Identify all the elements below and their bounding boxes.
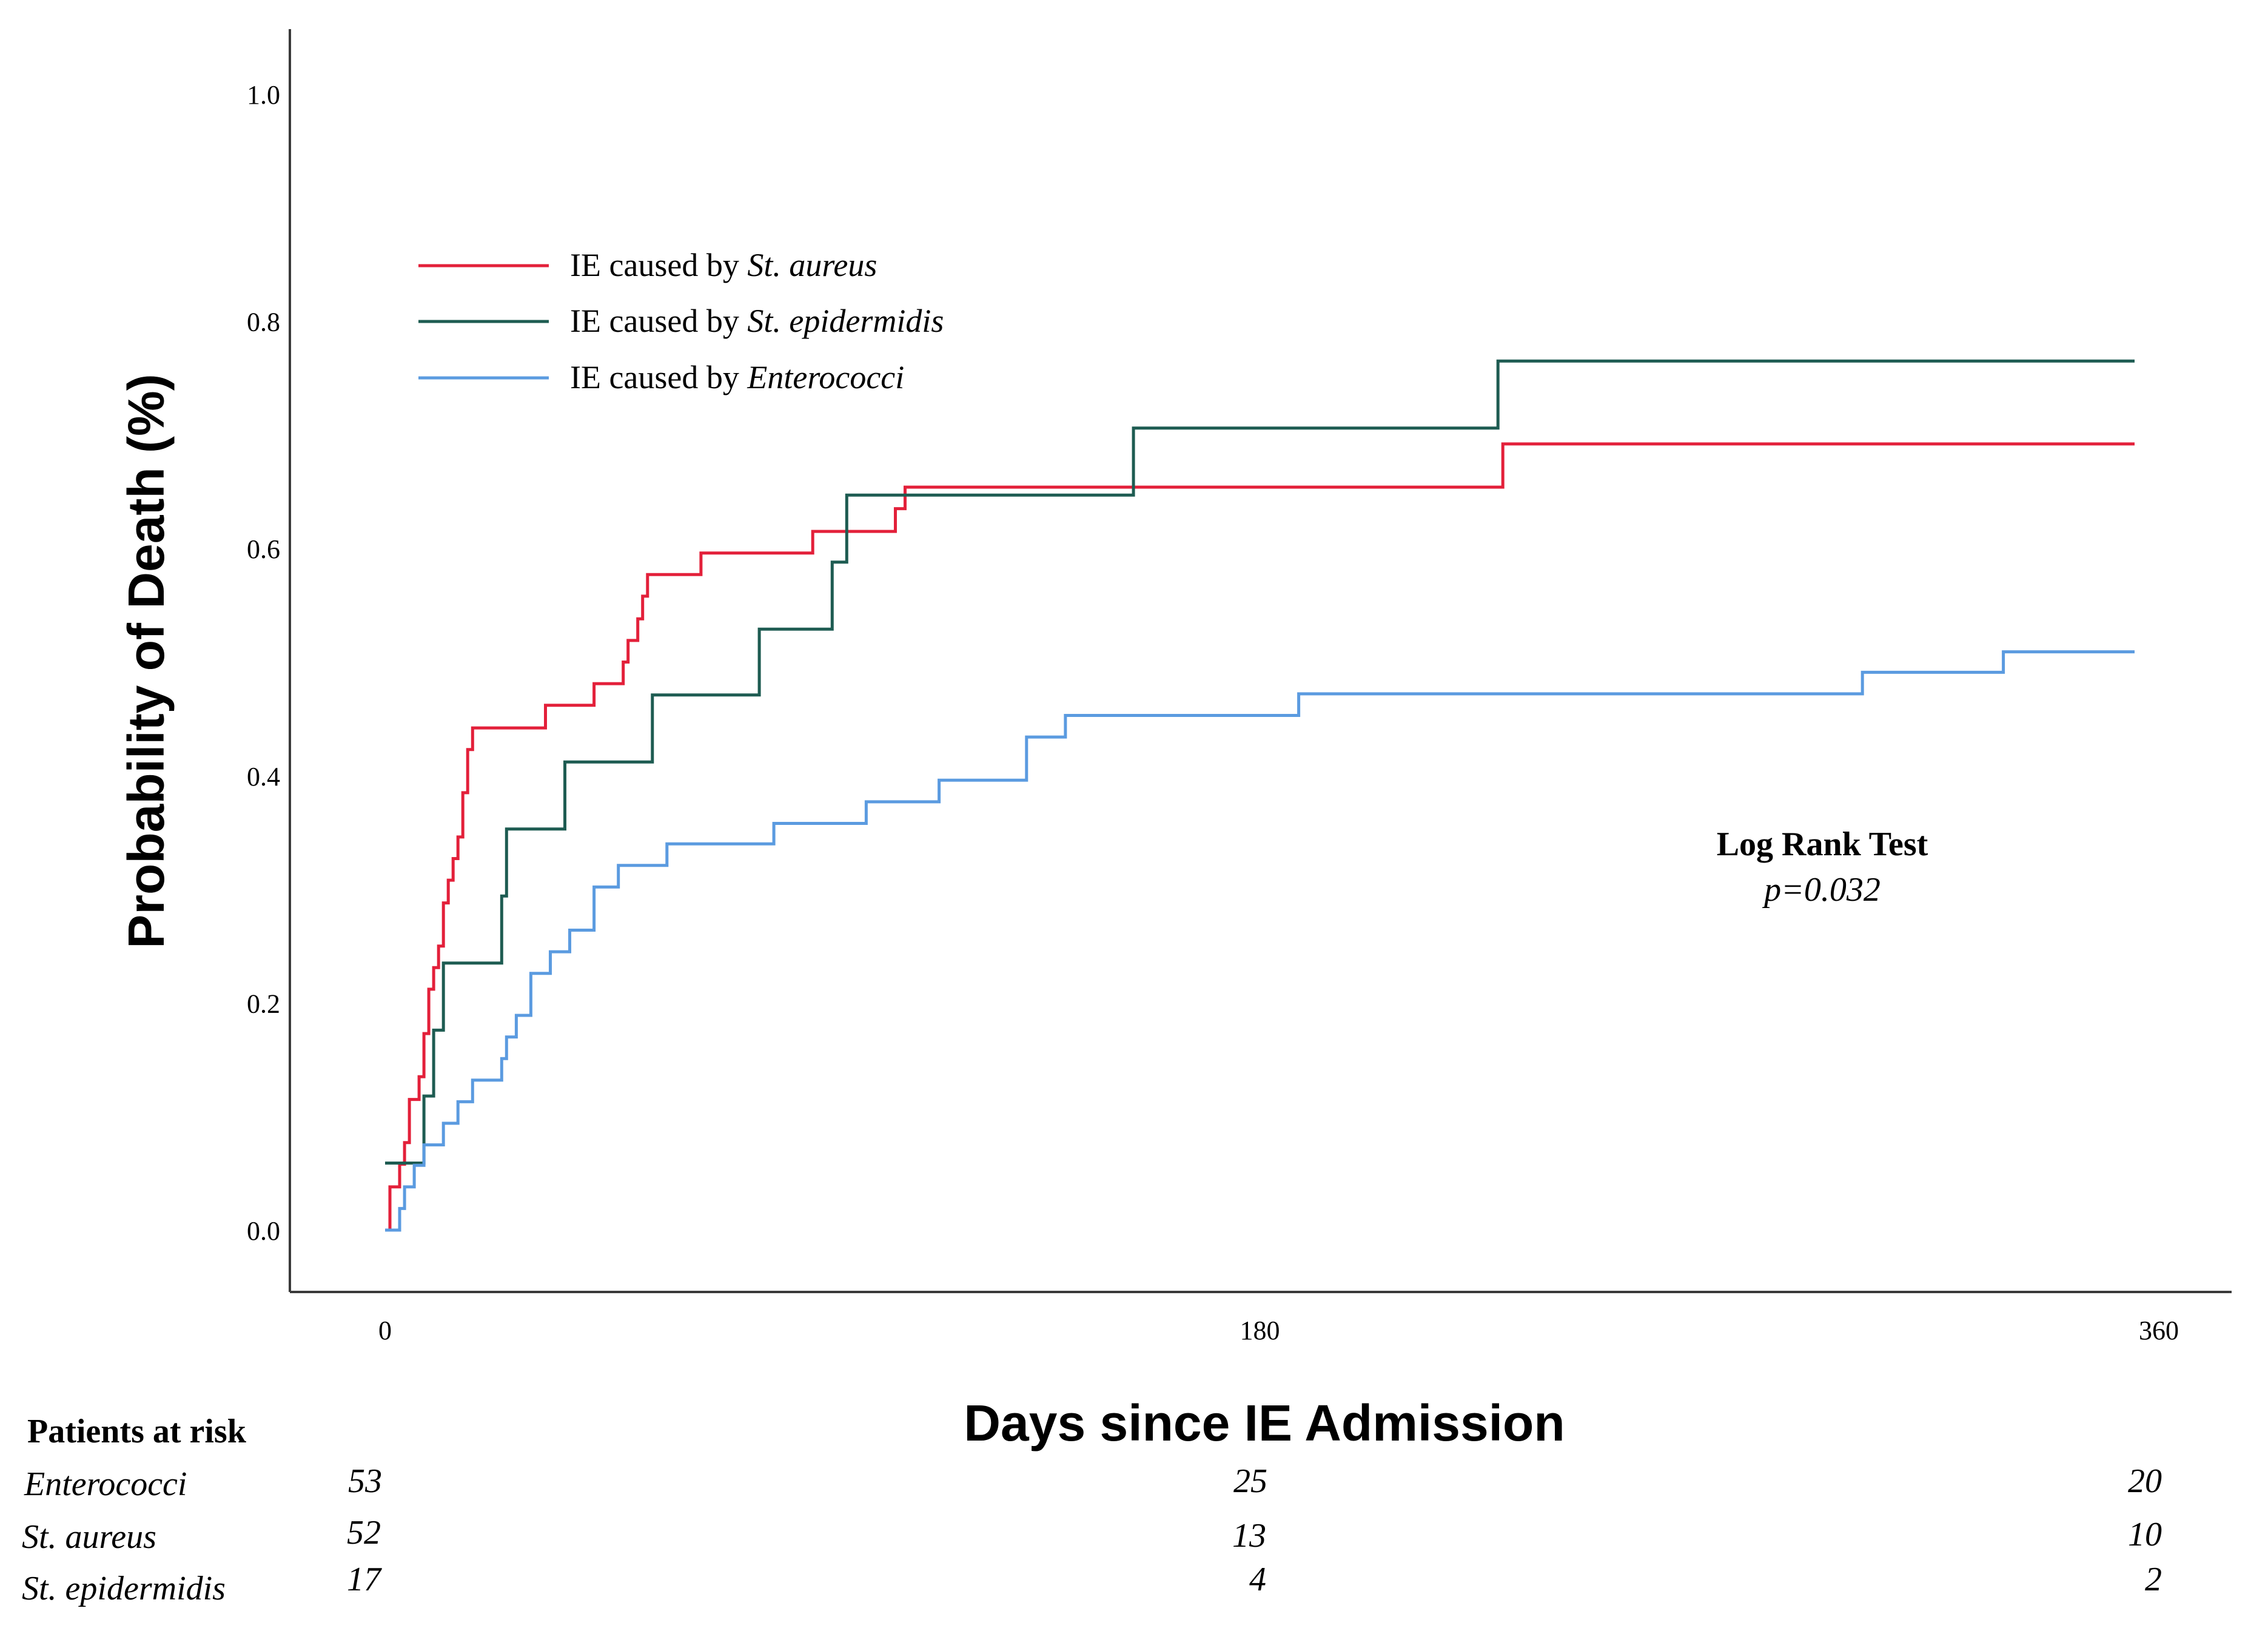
legend-organism: St. aureus bbox=[747, 247, 877, 283]
y-tick-label: 0.2 bbox=[247, 989, 280, 1018]
risk-row-label: Enterococci bbox=[24, 1465, 187, 1503]
legend-entry-st-epidermidis: IE caused by St. epidermidis bbox=[570, 303, 944, 339]
risk-value: 2 bbox=[2145, 1561, 2162, 1598]
risk-value: 13 bbox=[1232, 1517, 1266, 1555]
risk-value: 17 bbox=[347, 1561, 382, 1598]
y-tick-label: 0.4 bbox=[247, 762, 280, 792]
risk-value: 4 bbox=[1249, 1561, 1266, 1598]
x-tick-labels: 0 180 360 bbox=[378, 1316, 2179, 1345]
y-tick-label: 0.6 bbox=[247, 534, 280, 564]
y-axis-label: Probability of Death (%) bbox=[118, 374, 175, 948]
legend-prefix: IE caused by bbox=[570, 247, 747, 283]
x-tick-label: 0 bbox=[378, 1316, 392, 1345]
x-axis-label: Days since IE Admission bbox=[964, 1394, 1565, 1451]
legend-entry-st-aureus: IE caused by St. aureus bbox=[570, 247, 877, 283]
series-group bbox=[385, 359, 2135, 1232]
legend-prefix: IE caused by bbox=[570, 303, 747, 339]
series-line-enterococci bbox=[385, 650, 2135, 1232]
legend-organism: St. epidermidis bbox=[747, 303, 944, 339]
log-rank-p-value: p=0.032 bbox=[1762, 871, 1880, 909]
y-tick-label: 1.0 bbox=[247, 80, 280, 110]
legend-entry-enterococci: IE caused by Enterococci bbox=[570, 359, 904, 395]
risk-table-title: Patients at risk bbox=[27, 1413, 247, 1450]
y-tick-label: 0.8 bbox=[247, 308, 280, 337]
legend-prefix: IE caused by bbox=[570, 359, 747, 395]
x-tick-label: 180 bbox=[1240, 1316, 1280, 1345]
risk-row-label: St. aureus bbox=[22, 1518, 156, 1556]
risk-value: 10 bbox=[2128, 1516, 2162, 1553]
risk-value: 52 bbox=[347, 1514, 381, 1552]
risk-value: 20 bbox=[2128, 1462, 2162, 1500]
x-tick-label: 360 bbox=[2139, 1316, 2179, 1345]
log-rank-title: Log Rank Test bbox=[1717, 826, 1928, 863]
legend: IE caused by St. aureus IE caused by St.… bbox=[418, 247, 944, 395]
y-tick-label: 0.0 bbox=[247, 1216, 280, 1246]
legend-organism: Enterococci bbox=[746, 359, 904, 395]
series-line-st-epidermidis bbox=[385, 359, 2135, 1165]
y-tick-labels: 0.0 0.2 0.4 0.6 0.8 1.0 bbox=[247, 80, 280, 1246]
risk-value: 25 bbox=[1233, 1462, 1267, 1500]
series-line-st-aureus bbox=[385, 442, 2135, 1232]
risk-value: 53 bbox=[348, 1462, 382, 1500]
risk-row-label: St. epidermidis bbox=[22, 1570, 226, 1607]
